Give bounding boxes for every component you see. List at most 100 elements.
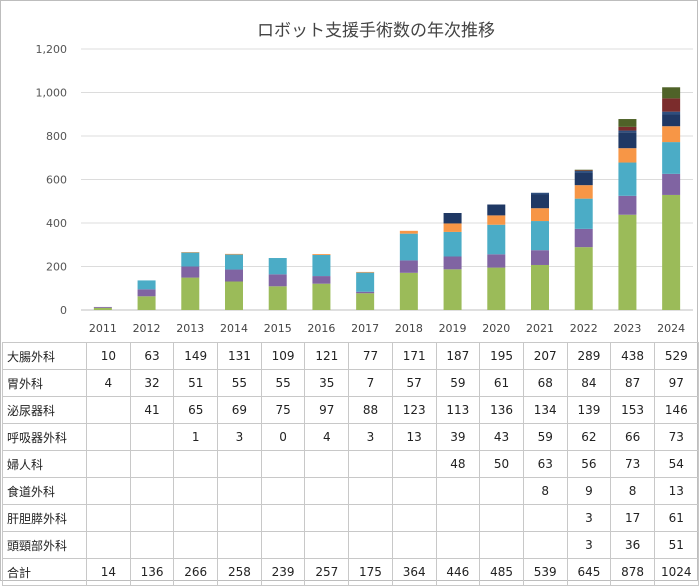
table-cell xyxy=(391,477,437,505)
table-cell: 68 xyxy=(522,369,568,397)
x-tick-label: 2021 xyxy=(526,322,554,335)
bar-segment xyxy=(662,114,681,127)
x-tick-label: 2011 xyxy=(89,322,117,335)
table-cell: 69 xyxy=(217,396,262,424)
table-cell: 175 xyxy=(348,558,393,586)
bar-segment xyxy=(225,254,243,270)
table-cell: 7 xyxy=(348,369,393,397)
table-cell: 77 xyxy=(348,342,393,370)
x-tick-label: 2013 xyxy=(176,322,204,335)
table-cell: 187 xyxy=(435,342,481,370)
table-cell: 73 xyxy=(653,423,699,451)
table-cell: 146 xyxy=(653,396,699,424)
table-cell: 50 xyxy=(479,450,524,478)
bar-segment xyxy=(312,254,331,255)
table-cell: 13 xyxy=(653,477,699,505)
table-row: 大腸外科 10 63 149 131 109 121 77 171 187 195 207 289 438… xyxy=(2,342,699,370)
table-cell: 66 xyxy=(610,423,655,451)
table-cell: 51 xyxy=(173,369,219,397)
table-cell xyxy=(522,531,568,559)
table-cell: 63 xyxy=(129,342,175,370)
table-cell xyxy=(173,504,219,532)
table-cell xyxy=(304,531,350,559)
row-label: 食道外科 xyxy=(2,477,87,505)
bar-segment xyxy=(312,283,331,310)
table-cell xyxy=(129,477,175,505)
table-cell: 84 xyxy=(566,369,612,397)
bar-segment xyxy=(574,198,593,229)
bar-segment xyxy=(574,172,593,186)
table-cell xyxy=(260,531,306,559)
bar-segment xyxy=(312,254,331,277)
table-cell: 97 xyxy=(304,396,350,424)
table-row: 胃外科 4 32 51 55 55 35 7 57 59 61 68 84 87 97 xyxy=(2,369,699,397)
bar-segment xyxy=(618,126,637,131)
bar-segment xyxy=(662,142,681,174)
table-cell xyxy=(260,504,306,532)
bar-segment xyxy=(399,233,418,261)
table-cell xyxy=(173,450,219,478)
x-tick-label: 2022 xyxy=(570,322,598,335)
table-cell xyxy=(435,477,481,505)
row-label: 大腸外科 xyxy=(2,342,87,370)
table-cell: 9 xyxy=(566,477,612,505)
table-cell: 289 xyxy=(566,342,612,370)
table-cell: 51 xyxy=(653,531,699,559)
row-label: 頭頸部外科 xyxy=(2,531,87,559)
table-cell xyxy=(129,531,175,559)
row-label: 胃外科 xyxy=(2,369,87,397)
table-cell: 87 xyxy=(610,369,655,397)
table-row: 婦人科 48 50 63 56 73 54 xyxy=(2,450,699,478)
table-cell: 645 xyxy=(566,558,612,586)
bar-segment xyxy=(137,280,156,290)
table-cell: 131 xyxy=(217,342,262,370)
bar-segment xyxy=(531,208,549,222)
bar-segment xyxy=(137,289,156,297)
bar-segment xyxy=(662,87,681,99)
bar-segment xyxy=(618,195,637,215)
bar-segment xyxy=(531,264,549,310)
bar-segment xyxy=(574,247,593,310)
x-tick-label: 2012 xyxy=(133,322,161,335)
table-cell xyxy=(435,504,481,532)
bar-segment xyxy=(662,173,681,195)
bar-segment xyxy=(93,307,112,310)
bar-segment xyxy=(312,276,331,284)
gridlines xyxy=(81,48,693,311)
y-tick-label: 600 xyxy=(46,174,67,187)
bar-segment xyxy=(268,258,287,275)
row-label: 婦人科 xyxy=(2,450,87,478)
table-cell: 1024 xyxy=(653,558,699,586)
table-cell: 878 xyxy=(610,558,655,586)
table-cell: 109 xyxy=(260,342,306,370)
table-cell xyxy=(129,504,175,532)
y-tick-label: 1,200 xyxy=(36,43,68,56)
table-cell xyxy=(348,504,393,532)
table-cell xyxy=(173,531,219,559)
row-label: 合計 xyxy=(2,558,87,586)
bar-segment xyxy=(399,272,418,310)
bar-segment xyxy=(531,250,549,265)
x-tick-label: 2020 xyxy=(482,322,510,335)
table-cell: 149 xyxy=(173,342,219,370)
table-cell xyxy=(304,450,350,478)
bar-segment xyxy=(268,286,287,310)
table-row: 肝胆膵外科 3 17 61 xyxy=(2,504,699,532)
x-tick-label: 2016 xyxy=(307,322,335,335)
row-label: 肝胆膵外科 xyxy=(2,504,87,532)
y-tick-label: 400 xyxy=(46,217,67,230)
table-cell xyxy=(86,477,131,505)
x-tick-label: 2019 xyxy=(439,322,467,335)
bar-segment xyxy=(487,224,506,255)
bar-segment xyxy=(618,130,637,133)
table-cell: 57 xyxy=(391,369,437,397)
table-cell xyxy=(86,504,131,532)
table-cell xyxy=(304,477,350,505)
bar-segment xyxy=(268,274,287,287)
bar-segment xyxy=(356,272,375,292)
bar-segment xyxy=(574,169,593,171)
table-cell xyxy=(260,450,306,478)
table-cell: 139 xyxy=(566,396,612,424)
table-cell: 3 xyxy=(566,531,612,559)
